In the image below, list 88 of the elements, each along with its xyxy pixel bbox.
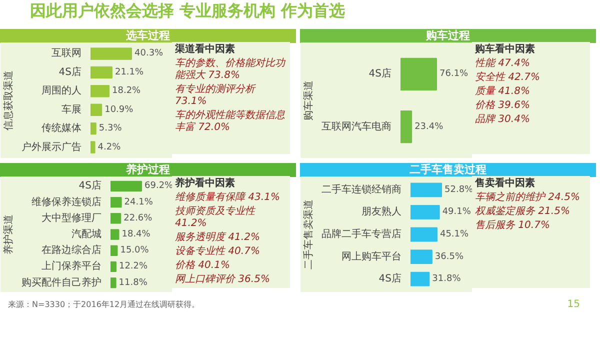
text: 有专业的测评分析 73.1% — [175, 84, 257, 108]
bar — [110, 229, 120, 240]
y-axis-title: 购车渠道 — [302, 80, 314, 120]
chart-title: 养护过程 — [0, 163, 296, 177]
data-label: 18.2% — [112, 86, 142, 96]
bar — [410, 250, 432, 264]
chart-title: 选车过程 — [0, 29, 296, 43]
text: 安全性 42.7% — [475, 72, 541, 84]
text: 设备专业性 40.7% — [175, 246, 261, 258]
text: 技师资质及专业性 41.2% — [175, 206, 257, 230]
y-tick-label: 汽配城 — [72, 228, 102, 240]
source-note: 来源：N=3330；于2016年12月通过在线调研获得。 — [8, 300, 200, 309]
data-label: 22.6% — [124, 213, 153, 224]
text: 渠道看中因素 — [175, 44, 236, 56]
y-tick-label: 周围的人 — [42, 86, 82, 97]
y-axis-title: 信息获取渠道 — [2, 70, 14, 130]
text: 品牌 30.4% — [475, 114, 531, 126]
y-axis-title: 二手车售卖渠道 — [302, 200, 314, 270]
bar — [410, 272, 430, 286]
bar — [90, 66, 112, 79]
text: 车的参数、价格能对比功能强大 73.8% — [175, 58, 286, 82]
data-label: 76.1% — [440, 69, 469, 80]
text: 车的外观性能等数据信息丰富 72.0% — [175, 110, 286, 134]
chart-title: 二手车售卖过程 — [300, 163, 596, 177]
y-tick-label: 户外展示广告 — [22, 140, 82, 153]
y-tick-label: 上门保养平台 — [42, 260, 102, 272]
data-label: 49.1% — [442, 207, 472, 218]
text: 性能 47.4% — [475, 58, 531, 70]
text: 价格 39.6% — [475, 100, 531, 112]
text: 价格 40.1% — [175, 260, 231, 272]
y-tick-label: 4S店 — [378, 272, 402, 285]
y-tick-label: 大中型修理厂 — [42, 212, 102, 224]
text: 车辆之前的维护 24.5% — [475, 192, 581, 204]
y-tick-label: 在路边综合店 — [42, 244, 102, 256]
y-tick-label: 互联网汽车电商 — [322, 120, 392, 132]
y-tick-label: 网上购车平台 — [342, 250, 402, 262]
text: 服务透明度 41.2% — [175, 232, 261, 244]
data-label: 23.4% — [414, 122, 444, 132]
bar — [110, 261, 116, 272]
data-label: 10.9% — [104, 104, 134, 115]
bar — [90, 48, 132, 60]
bar — [410, 182, 442, 198]
bar — [410, 227, 438, 242]
data-label: 36.5% — [434, 252, 464, 262]
data-label: 40.3% — [134, 48, 164, 59]
y-tick-label: 4S店 — [58, 66, 82, 78]
data-label: 5.3% — [98, 124, 122, 134]
data-label: 12.2% — [118, 262, 148, 272]
data-label: 11.8% — [118, 278, 148, 288]
y-tick-label: 4S店 — [368, 68, 392, 80]
y-tick-label: 传统媒体 — [42, 122, 82, 134]
y-tick-label: 互联网 — [52, 47, 82, 60]
bar — [90, 122, 96, 135]
y-tick-label: 品牌二手车专营店 — [322, 228, 402, 240]
y-axis-title: 养护渠道 — [2, 214, 14, 254]
chart-title: 购车过程 — [300, 29, 596, 43]
y-tick-label: 4S店 — [78, 180, 102, 192]
data-label: 18.4% — [122, 230, 151, 240]
text: 维修质量有保障 43.1% — [175, 192, 281, 204]
bar — [110, 180, 142, 192]
y-tick-label: 维修保养连锁店 — [32, 196, 102, 208]
bar — [110, 196, 122, 208]
data-label: 45.1% — [440, 230, 470, 240]
text: 售后服务 10.7% — [475, 220, 551, 232]
bar — [110, 278, 116, 288]
text: 养护看中因素 — [175, 178, 236, 190]
data-label: 31.8% — [432, 274, 462, 284]
bar — [110, 245, 118, 256]
y-tick-label: 车展 — [62, 103, 82, 116]
y-tick-label: 二手车连锁经销商 — [322, 183, 402, 196]
data-label: 15.0% — [120, 246, 150, 256]
text: 权威鉴定服务 21.5% — [475, 206, 571, 218]
y-tick-label: 朋友熟人 — [362, 206, 402, 218]
bar — [90, 141, 96, 154]
y-tick-label: 购买配件自己养护 — [22, 276, 102, 288]
bar — [90, 85, 110, 98]
text: 网上口碑评价 36.5% — [175, 274, 271, 286]
data-label: 21.1% — [114, 67, 144, 78]
text: 购车看中因素 — [475, 44, 536, 56]
data-label: 4.2% — [98, 142, 122, 152]
text: 因此用户依然会选择 专业服务机构 作为首选 — [29, 0, 346, 22]
data-label: 24.1% — [124, 197, 154, 208]
text: 15 — [567, 299, 580, 311]
text: 质量 41.8% — [475, 86, 531, 98]
bar — [110, 213, 122, 224]
bar — [90, 104, 102, 116]
text: 售卖看中因素 — [475, 178, 536, 190]
bar — [410, 205, 440, 220]
